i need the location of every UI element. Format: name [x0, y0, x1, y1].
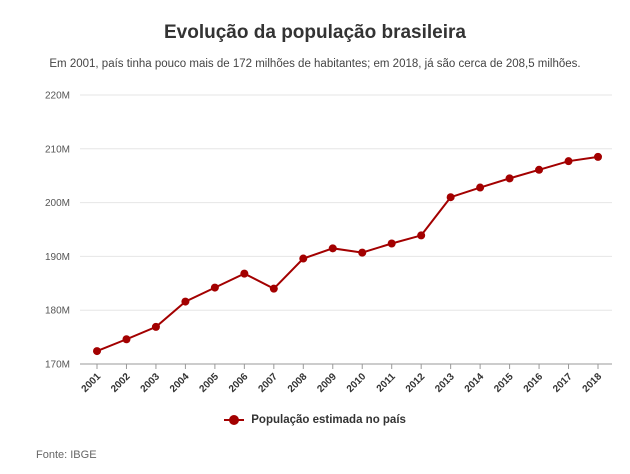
data-point[interactable]: [358, 248, 367, 257]
x-tick-label: 2014: [463, 371, 487, 395]
x-tick-label: 2007: [256, 371, 280, 395]
chart-subtitle: Em 2001, país tinha pouco mais de 172 mi…: [49, 58, 581, 70]
data-point[interactable]: [476, 183, 485, 192]
data-point[interactable]: [269, 284, 278, 293]
data-point[interactable]: [446, 193, 455, 202]
data-point[interactable]: [181, 297, 190, 306]
series-line: [96, 155, 599, 353]
y-tick-label: 220M: [45, 91, 70, 102]
data-point[interactable]: [122, 335, 131, 344]
data-point[interactable]: [151, 322, 160, 331]
x-tick-label: 2016: [522, 371, 546, 395]
x-tick-label: 2005: [197, 371, 221, 395]
data-point[interactable]: [387, 239, 396, 248]
x-tick-label: 2018: [581, 371, 605, 395]
data-point[interactable]: [564, 157, 573, 166]
legend-label: População estimada no país: [251, 414, 406, 426]
data-point[interactable]: [328, 244, 337, 253]
y-tick-label: 190M: [45, 252, 70, 263]
x-tick-label: 2012: [404, 371, 428, 395]
data-point[interactable]: [93, 347, 101, 356]
x-tick-label: 2010: [345, 371, 369, 395]
x-tick-label: 2002: [109, 371, 133, 395]
data-point[interactable]: [210, 283, 219, 292]
series-line-group: [93, 152, 602, 356]
grid-lines: [80, 94, 612, 365]
y-tick-label: 200M: [45, 198, 70, 209]
x-tick-label: 2015: [492, 371, 516, 395]
x-tick-label: 2011: [375, 371, 398, 394]
chart-title: Evolução da população brasileira: [164, 22, 466, 43]
y-tick-label: 180M: [45, 306, 70, 317]
x-axis-ticks: 2001 2002 2003 2004 2005 2006 2007 2008 2009 2010…: [80, 364, 605, 395]
x-tick-label: 2008: [286, 371, 310, 395]
data-point[interactable]: [299, 254, 308, 263]
data-point[interactable]: [505, 174, 514, 183]
legend[interactable]: População estimada no país: [0, 414, 630, 426]
y-tick-label: 170M: [45, 360, 70, 371]
data-point[interactable]: [594, 152, 602, 161]
legend-marker-icon: [224, 415, 245, 425]
x-tick-label: 2009: [315, 371, 339, 395]
y-tick-label: 210M: [45, 144, 70, 155]
x-tick-label: 2006: [227, 371, 251, 395]
data-point[interactable]: [535, 165, 544, 174]
data-point[interactable]: [240, 269, 249, 278]
source-note: Fonte: IBGE: [36, 449, 97, 461]
x-tick-label: 2004: [168, 371, 192, 395]
x-tick-label: 2017: [551, 371, 575, 395]
x-tick-label: 2003: [139, 371, 163, 395]
x-tick-label: 2001: [80, 371, 104, 395]
y-axis-ticks: 170M 180M 190M 200M 210M 220M: [45, 91, 70, 371]
x-tick-label: 2013: [433, 371, 457, 395]
data-point[interactable]: [417, 231, 426, 240]
